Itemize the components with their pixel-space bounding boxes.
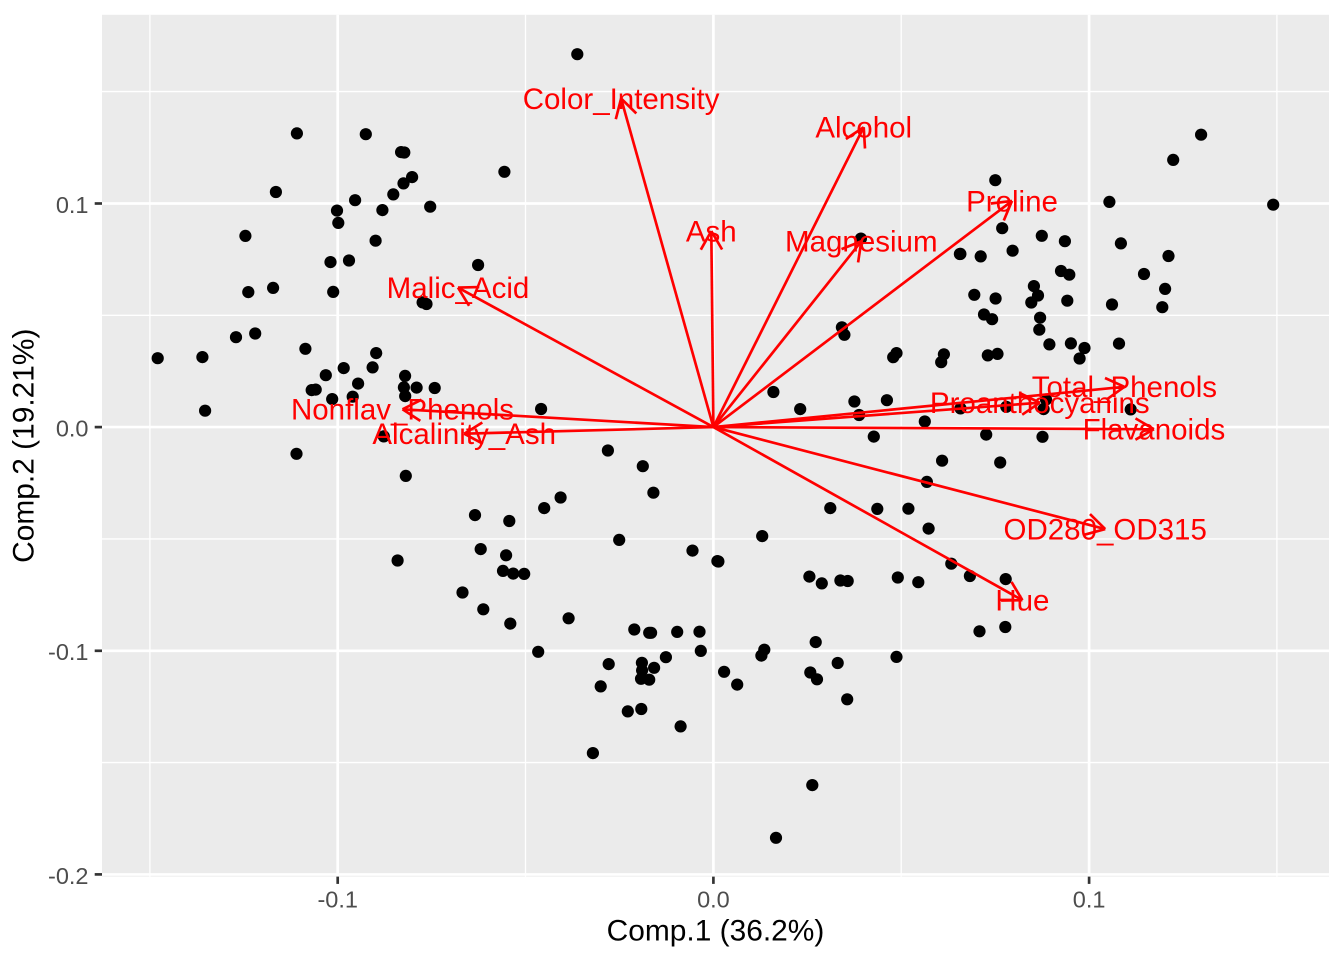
svg-text:OD280_OD315: OD280_OD315: [1004, 514, 1207, 547]
svg-text:0.0: 0.0: [56, 416, 89, 442]
svg-text:Nonflav_Phenols: Nonflav_Phenols: [291, 394, 514, 427]
svg-text:Magnesium: Magnesium: [785, 226, 937, 259]
svg-text:Malic_Acid: Malic_Acid: [387, 272, 530, 305]
svg-text:Comp.1 (36.2%): Comp.1 (36.2%): [607, 915, 825, 948]
svg-text:0.0: 0.0: [697, 887, 730, 913]
svg-text:0.1: 0.1: [1073, 887, 1106, 913]
svg-text:-0.1: -0.1: [317, 887, 358, 913]
svg-text:Ash: Ash: [686, 216, 737, 249]
svg-text:Alcohol: Alcohol: [815, 112, 912, 145]
svg-text:-0.2: -0.2: [48, 863, 89, 889]
svg-text:0.1: 0.1: [56, 192, 89, 218]
svg-text:-0.1: -0.1: [48, 639, 89, 665]
svg-text:Comp.2 (19.21%): Comp.2 (19.21%): [8, 329, 41, 563]
svg-text:Proline: Proline: [966, 185, 1058, 218]
svg-text:Hue: Hue: [995, 585, 1049, 618]
svg-text:Color_Intensity: Color_Intensity: [523, 83, 720, 116]
svg-text:Proanthocyanins: Proanthocyanins: [930, 387, 1150, 420]
